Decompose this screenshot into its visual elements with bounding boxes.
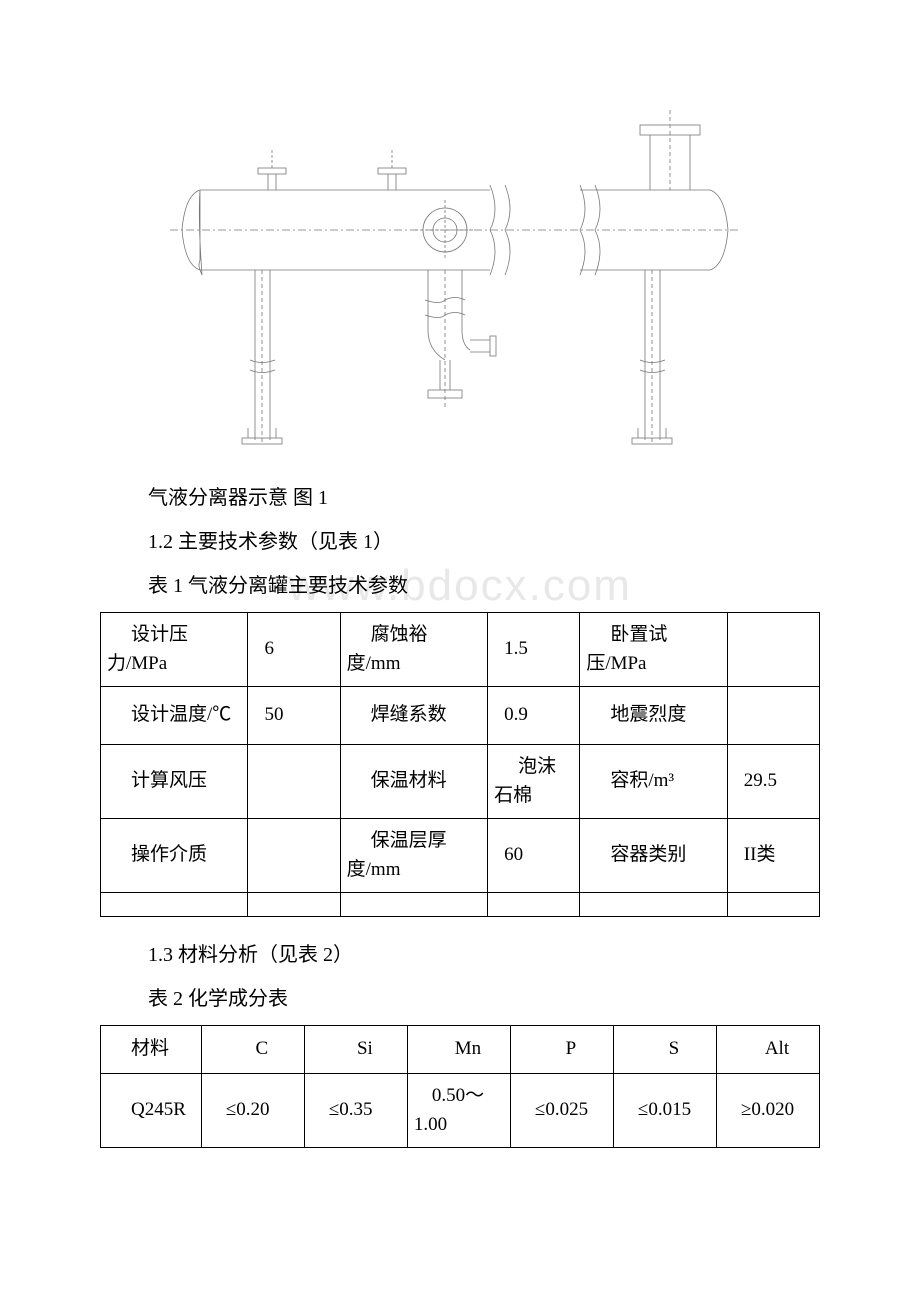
param-value bbox=[727, 613, 819, 687]
section-1-3-heading: 1.3 材料分析（见表 2） bbox=[148, 937, 820, 973]
chem-value: ≤0.015 bbox=[613, 1074, 716, 1148]
param-label: 保温层厚度/mm bbox=[340, 819, 487, 893]
table-row: 设计温度/℃ 50 焊缝系数 0.9 地震烈度 bbox=[101, 687, 820, 745]
table-row bbox=[101, 893, 820, 917]
param-label: 容器类别 bbox=[580, 819, 727, 893]
empty-cell bbox=[727, 893, 819, 917]
table-row: Q245R ≤0.20 ≤0.35 0.50～1.00 ≤0.025 ≤0.01… bbox=[101, 1074, 820, 1148]
param-label: 卧置试压/MPa bbox=[580, 613, 727, 687]
chem-value: ≤0.35 bbox=[304, 1074, 407, 1148]
empty-cell bbox=[248, 893, 340, 917]
chemical-composition-table: 材料 C Si Mn P S Alt Q245R ≤0.20 ≤0.35 0.5… bbox=[100, 1025, 820, 1148]
param-value bbox=[248, 745, 340, 819]
param-value: 60 bbox=[488, 819, 580, 893]
chem-value: ≥0.020 bbox=[716, 1074, 819, 1148]
param-label: 保温材料 bbox=[340, 745, 487, 819]
param-value: 6 bbox=[248, 613, 340, 687]
vessel-diagram bbox=[150, 70, 770, 450]
diagram-container bbox=[100, 70, 820, 450]
param-value: 29.5 bbox=[727, 745, 819, 819]
column-header: 材料 bbox=[101, 1026, 202, 1074]
param-label: 容积/m³ bbox=[580, 745, 727, 819]
param-value bbox=[248, 819, 340, 893]
param-label: 设计温度/℃ bbox=[101, 687, 248, 745]
table-row: 设计压力/MPa 6 腐蚀裕度/mm 1.5 卧置试压/MPa bbox=[101, 613, 820, 687]
section-1-2-heading: 1.2 主要技术参数（见表 1） bbox=[148, 524, 820, 560]
param-value: 0.9 bbox=[488, 687, 580, 745]
param-label: 操作介质 bbox=[101, 819, 248, 893]
chem-value: ≤0.025 bbox=[510, 1074, 613, 1148]
empty-cell bbox=[340, 893, 487, 917]
param-label: 腐蚀裕度/mm bbox=[340, 613, 487, 687]
table-row: 计算风压 保温材料 泡沫石棉 容积/m³ 29.5 bbox=[101, 745, 820, 819]
param-label: 焊缝系数 bbox=[340, 687, 487, 745]
param-label: 计算风压 bbox=[101, 745, 248, 819]
empty-cell bbox=[580, 893, 727, 917]
empty-cell bbox=[101, 893, 248, 917]
column-header: Mn bbox=[407, 1026, 510, 1074]
material-name: Q245R bbox=[101, 1074, 202, 1148]
figure-caption: 气液分离器示意 图 1 bbox=[148, 480, 820, 516]
column-header: C bbox=[201, 1026, 304, 1074]
param-label: 设计压力/MPa bbox=[101, 613, 248, 687]
table-row: 材料 C Si Mn P S Alt bbox=[101, 1026, 820, 1074]
empty-cell bbox=[488, 893, 580, 917]
table2-title: 表 2 化学成分表 bbox=[148, 981, 820, 1017]
table-row: 操作介质 保温层厚度/mm 60 容器类别 II类 bbox=[101, 819, 820, 893]
param-value bbox=[727, 687, 819, 745]
column-header: P bbox=[510, 1026, 613, 1074]
chem-value: ≤0.20 bbox=[201, 1074, 304, 1148]
tech-params-table: 设计压力/MPa 6 腐蚀裕度/mm 1.5 卧置试压/MPa 设计温度/℃ 5… bbox=[100, 612, 820, 917]
column-header: Si bbox=[304, 1026, 407, 1074]
param-label: 地震烈度 bbox=[580, 687, 727, 745]
column-header: Alt bbox=[716, 1026, 819, 1074]
param-value: 1.5 bbox=[488, 613, 580, 687]
param-value: 泡沫石棉 bbox=[488, 745, 580, 819]
param-value: 50 bbox=[248, 687, 340, 745]
column-header: S bbox=[613, 1026, 716, 1074]
table1-title: 表 1 气液分离罐主要技术参数 bbox=[148, 568, 820, 604]
chem-value: 0.50～1.00 bbox=[407, 1074, 510, 1148]
param-value: II类 bbox=[727, 819, 819, 893]
